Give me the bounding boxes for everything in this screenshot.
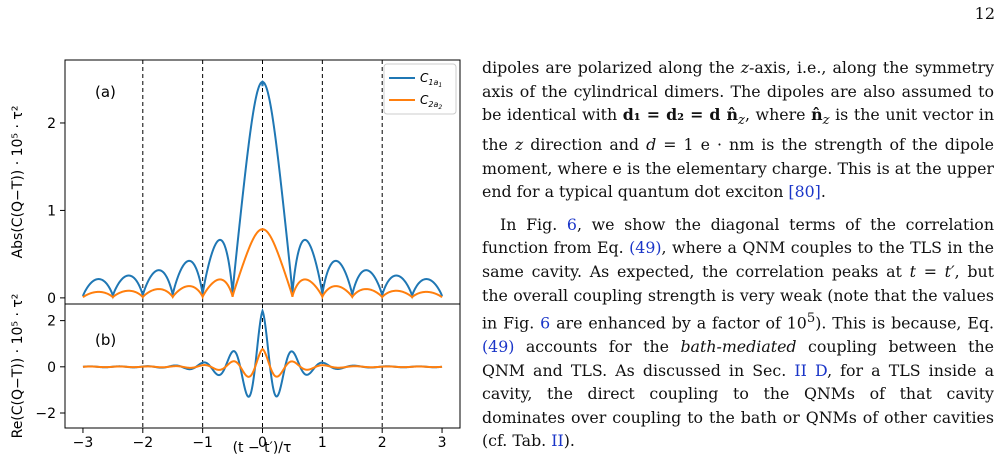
p1-sub: z — [822, 113, 830, 129]
figure-ref-link[interactable]: 6 — [540, 313, 551, 333]
x-tick-label: 0 — [258, 435, 267, 451]
p2-text: , where a QNM couples to the TLS in the … — [482, 238, 994, 281]
x-tick-label: −3 — [73, 435, 94, 451]
p1-math-z: z — [740, 58, 750, 77]
p1-text: . — [820, 182, 826, 202]
p1-text: dipoles are polarized along the — [482, 58, 741, 77]
panel-a-label: (a) — [95, 83, 116, 101]
y-tick-label: 2 — [47, 116, 56, 132]
p1-text: = 1 e · nm is the strength of the dipole… — [482, 134, 995, 202]
y-tick-label: 0 — [47, 291, 56, 307]
citation-link[interactable]: [80] — [788, 182, 821, 202]
paragraph-1: dipoles are polarized along the z-axis, … — [482, 56, 994, 204]
p2-text: , but the overall coupling strength is v… — [482, 261, 994, 333]
panel-b: (b) −2 0 2 Re(C(Q−T)) · 10⁵ · τ² — [10, 294, 461, 439]
p1-text: direction and — [523, 134, 647, 154]
y-tick-label: −2 — [35, 406, 56, 422]
x-tick-label: 1 — [318, 435, 327, 451]
equation-ref-link[interactable]: (49) — [629, 238, 662, 258]
x-tick-label: 3 — [438, 435, 447, 451]
x-tick-label: −1 — [192, 435, 213, 451]
p2-text: ). This is because, Eq. — [815, 313, 995, 333]
panel-b-yticks: −2 0 2 — [35, 314, 65, 422]
p2-text: , for a TLS inside a cavity, the direct … — [482, 360, 994, 451]
p2-text: are enhanced by a factor of 10 — [550, 313, 807, 333]
paragraph-2: In Fig. 6, we show the diagonal terms of… — [482, 213, 994, 453]
x-axis-ticks: −3 −2 −1 0 1 2 3 — [73, 428, 447, 451]
correlation-figure: (a) 0 1 2 C1a1 C2a2 Abs(C(Q−T)) · 10⁵ · τ²… — [0, 40, 470, 459]
x-tick-label: 2 — [378, 435, 387, 451]
panel-a: (a) 0 1 2 C1a1 C2a2 Abs(C(Q−T)) · 10⁵ · τ² — [10, 59, 461, 307]
y-tick-label: 1 — [47, 203, 56, 219]
p1-math-z: z — [514, 134, 524, 154]
page-number: 12 — [974, 4, 995, 23]
panel-b-ylabel: Re(C(Q−T)) · 10⁵ · τ² — [10, 294, 26, 439]
text-column: dipoles are polarized along the z-axis, … — [482, 56, 994, 453]
p2-sup: 5 — [806, 311, 816, 327]
p1-sub: z — [738, 113, 745, 129]
p2-text: ). — [563, 431, 575, 451]
legend-box — [383, 63, 457, 115]
p1-text: , where — [744, 105, 812, 125]
p2-text: coupling between the QNM and TLS. As dis… — [482, 336, 994, 380]
p2-text: accounts for the — [514, 336, 681, 356]
legend: C1a1 C2a2 — [383, 63, 457, 115]
panel-a-yticks: 0 1 2 — [47, 116, 65, 307]
panel-b-series-c2a2 — [82, 347, 443, 378]
panel-b-label: (b) — [95, 331, 116, 349]
x-axis-label: (t − t′)/τ — [233, 440, 292, 456]
p2-emph: bath-mediated — [680, 336, 797, 356]
p1-math-dipole: d₁ = d₂ = d n̂ — [622, 105, 738, 125]
panel-a-series-c2a2 — [82, 228, 443, 300]
p1-math-n: n̂ — [811, 105, 823, 125]
y-tick-label: 0 — [47, 360, 56, 376]
p1-text: -axis, i.e., along the symmetry axis of … — [482, 58, 994, 125]
figure-svg: (a) 0 1 2 C1a1 C2a2 Abs(C(Q−T)) · 10⁵ · τ²… — [10, 59, 461, 456]
p1-text: is the unit vector in the — [482, 105, 995, 154]
y-tick-label: 2 — [47, 314, 56, 330]
p2-math: t = t′ — [909, 261, 955, 281]
p1-math-d: d — [646, 134, 657, 154]
figure-ref-link[interactable]: 6 — [566, 214, 577, 234]
equation-ref-link[interactable]: (49) — [482, 336, 515, 356]
panel-a-vlines — [142, 60, 383, 304]
table-ref-link[interactable]: II — [551, 431, 564, 451]
x-tick-label: −2 — [132, 435, 153, 451]
panel-a-ylabel: Abs(C(Q−T)) · 10⁵ · τ² — [10, 106, 26, 259]
section-ref-link[interactable]: II D — [794, 360, 828, 380]
panel-a-series-c1a1 — [81, 80, 444, 300]
p2-text: In Fig. — [500, 214, 567, 234]
p2-text: , we show the diagonal terms of the corr… — [482, 214, 994, 258]
